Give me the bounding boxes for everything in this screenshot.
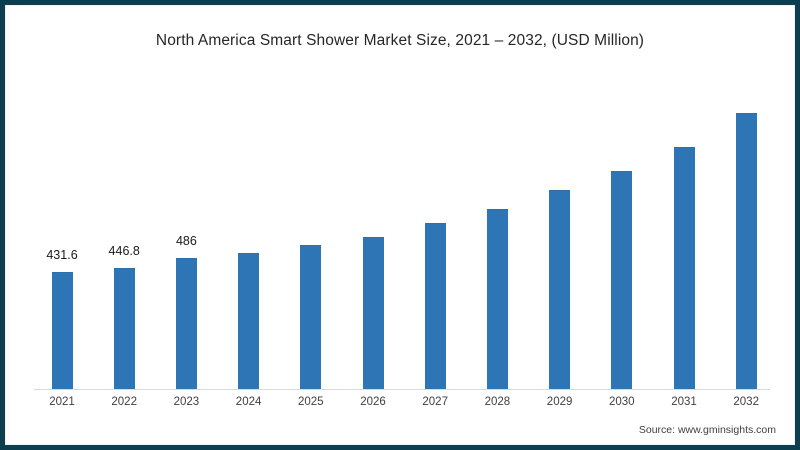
bar-2022 — [113, 268, 135, 389]
x-tick-label-2021: 2021 — [49, 396, 75, 408]
x-axis-line — [34, 389, 770, 390]
bar-2027 — [424, 222, 446, 389]
chart-title: North America Smart Shower Market Size, … — [155, 32, 645, 49]
x-tick-label-2030: 2030 — [609, 396, 635, 408]
source-attribution: Source: www.gminsights.com — [638, 424, 776, 436]
bar-2024 — [238, 253, 260, 389]
bar-2028 — [486, 208, 508, 389]
bar-2023 — [175, 257, 197, 389]
bar-2032 — [735, 113, 757, 389]
x-tick-label-2027: 2027 — [422, 396, 448, 408]
x-tick-label-2022: 2022 — [111, 396, 137, 408]
bar-2031 — [673, 147, 695, 389]
bar-2021 — [51, 272, 73, 389]
bar-value-label-2022: 446.8 — [108, 244, 140, 259]
x-tick-label-2024: 2024 — [235, 396, 262, 408]
x-tick-label-2029: 2029 — [546, 396, 573, 408]
x-tick-label-2032: 2032 — [733, 396, 759, 408]
x-tick-label-2023: 2023 — [173, 396, 200, 408]
plot-area — [34, 60, 766, 390]
bar-2026 — [362, 236, 384, 389]
bar-2029 — [549, 189, 571, 389]
bar-value-label-2023: 486 — [175, 233, 197, 248]
bar-value-label-2021: 431.6 — [46, 248, 78, 263]
bar-2030 — [611, 171, 633, 389]
bar-2025 — [300, 245, 322, 389]
x-tick-label-2026: 2026 — [360, 396, 386, 408]
x-tick-label-2025: 2025 — [298, 396, 324, 408]
x-tick-label-2031: 2031 — [671, 396, 697, 408]
x-tick-label-2028: 2028 — [484, 396, 511, 408]
